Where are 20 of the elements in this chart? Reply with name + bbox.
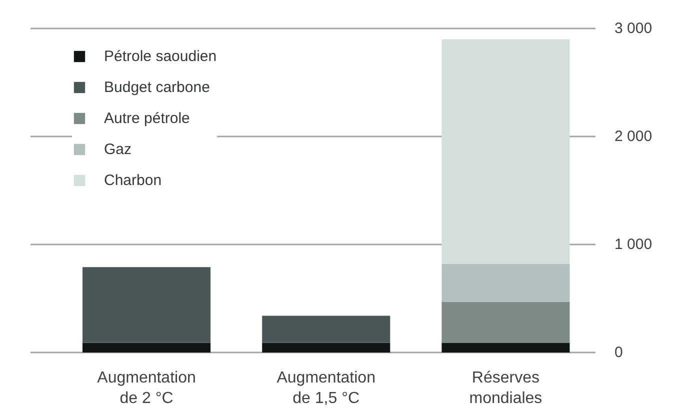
y-tick-label: 1 000 xyxy=(614,236,652,253)
bar xyxy=(82,267,211,343)
legend-label: Pétrole saoudien xyxy=(104,46,217,66)
y-tick-label: 2 000 xyxy=(614,128,652,145)
y-tick-label: 0 xyxy=(614,344,623,361)
bar xyxy=(82,342,211,352)
bar xyxy=(262,342,390,352)
legend-label: Budget carbone xyxy=(104,78,210,97)
bar xyxy=(262,316,390,343)
legend-label: Charbon xyxy=(104,170,162,190)
x-tick-label: Réserves mondiales xyxy=(469,370,542,407)
bar xyxy=(442,39,570,264)
y-tick-label: 3 000 xyxy=(614,20,652,37)
x-tick-label: Augmentation de 1,5 °C xyxy=(276,370,376,407)
x-tick-label: Augmentation de 2 °C xyxy=(97,370,196,407)
bar xyxy=(442,302,570,343)
legend-label: Gaz xyxy=(104,140,132,159)
bar xyxy=(442,264,570,302)
legend-label: Autre pétrole xyxy=(104,108,190,128)
bar xyxy=(442,342,570,352)
